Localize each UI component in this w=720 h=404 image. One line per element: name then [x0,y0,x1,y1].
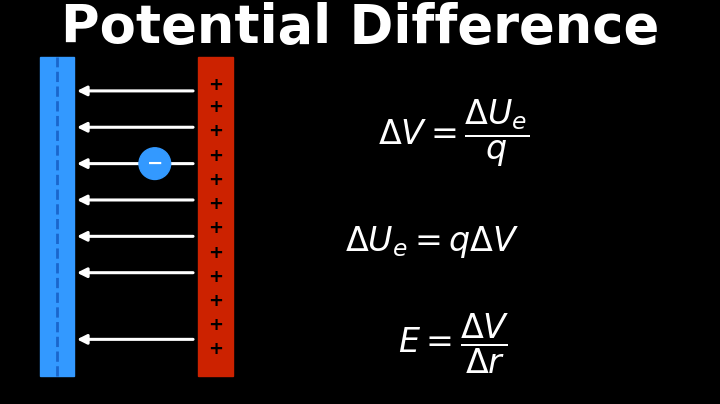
Bar [198,57,233,376]
Text: +: + [208,171,222,189]
Text: +: + [208,292,222,310]
Text: $E=\dfrac{\Delta V}{\Delta r}$: $E=\dfrac{\Delta V}{\Delta r}$ [397,311,510,376]
Bar [40,57,74,376]
Text: +: + [208,316,222,334]
Text: +: + [208,76,222,94]
Text: Potential Difference: Potential Difference [61,2,659,54]
Ellipse shape [139,148,171,179]
Text: +: + [208,98,222,116]
Text: +: + [208,147,222,164]
Text: −: − [147,154,163,173]
Text: +: + [208,195,222,213]
Text: +: + [208,341,222,358]
Text: +: + [208,122,222,140]
Text: +: + [208,219,222,237]
Text: +: + [208,268,222,286]
Text: +: + [208,244,222,261]
Text: $\Delta U_e = q\Delta V$: $\Delta U_e = q\Delta V$ [345,224,519,261]
Text: $\Delta V=\dfrac{\Delta U_e}{q}$: $\Delta V=\dfrac{\Delta U_e}{q}$ [378,98,529,169]
